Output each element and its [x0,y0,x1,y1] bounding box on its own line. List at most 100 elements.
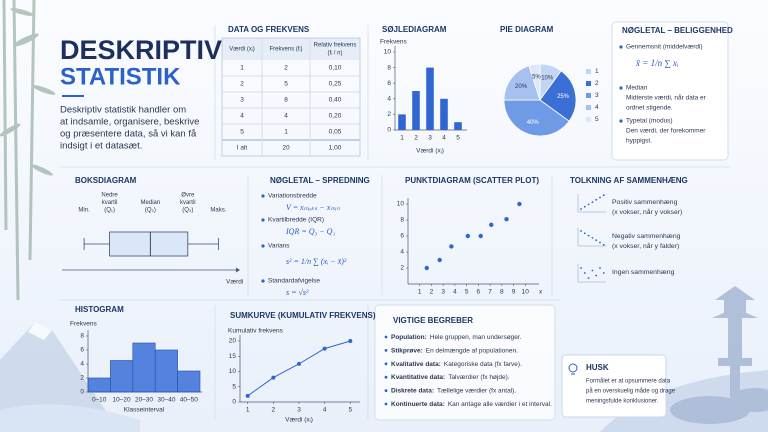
point [348,339,353,343]
point [478,233,483,239]
formula: IQR = Q₃ − Q₁ [285,227,335,236]
bullet [619,45,623,49]
item-text: Ingen sammenhæng [612,269,675,276]
concept-term: Stikprøve: [391,347,423,354]
table-cell: 20 [282,145,290,152]
table-cell: 0,10 [329,65,342,72]
dividers [60,25,730,420]
x-tick-label: 2 [414,135,418,142]
table-cell: 4 [284,113,288,120]
concept-text: Tællelige værdier (fx antal). [437,387,516,394]
intro-text: at indsamle, organisere, beskrive [60,117,199,128]
bullet [384,375,388,379]
bar [440,98,448,130]
x-tick-label: 9 [512,289,516,296]
legend-swatch [586,93,591,98]
item-text: ordnet stigende. [626,105,673,112]
y-tick-label: 20 [229,338,237,345]
x-axis-label: Værdi (xᵢ) [285,417,313,424]
point [245,393,250,398]
x-axis-label: Værdi (xᵢ) [416,148,444,155]
x-tick-label: 30–40 [157,397,175,404]
point [271,375,276,380]
box-label: kvartil [180,200,196,206]
y-tick-label: 6 [80,347,84,354]
y-tick-label: 10 [229,368,237,375]
y-tick-label: 0 [387,127,391,134]
table-cell: 8 [284,97,288,104]
y-tick-label: 4 [80,361,84,368]
y-tick-label: 15 [229,353,237,360]
table-cell: 5 [240,129,244,136]
mini-dot [583,232,586,235]
y-tick-label: 0 [80,389,84,396]
x-tick-label: 3 [297,407,301,414]
x-tick-label: 3 [428,135,432,142]
item-name: Median [626,85,648,92]
bullet [261,194,265,198]
mini-dot [583,272,586,274]
x-axis-label: x [539,289,543,296]
point [424,265,429,271]
y-tick-label: 4 [387,96,391,103]
mini-dot [591,269,594,272]
box-label: Maks. [210,208,226,214]
bullet [261,279,265,283]
box-label: (Q₃) [182,208,193,214]
chart-title: BOKSDIAGRAM [75,176,137,185]
note-text: Formålet er at opsummere data [586,378,671,385]
chart-title: SUMKURVE (KUMULATIV FREKVENS) [230,311,376,320]
x-tick-label: 40–50 [180,397,198,404]
mini-scatter-icon [577,194,606,213]
y-tick-label: 0 [232,399,236,406]
y-tick-label: 2 [80,375,84,382]
mini-dot [595,239,598,242]
x-tick-label: 5 [348,407,352,414]
y-tick-label: 8 [400,217,404,224]
mini-dot [602,272,605,274]
y-tick-label: 2 [400,265,404,272]
point [437,257,442,263]
item-name: Standardafvigelse [268,278,320,285]
box-label: Nedre [101,193,118,199]
box-label: (Q₂) [145,208,156,214]
table-cell: 1,00 [329,145,342,152]
note-panel [561,354,667,418]
formula: x̄ = 1/n ∑ xᵢ [635,58,679,68]
formula: s² = 1/n ∑ (xᵢ − x̄)² [286,257,347,266]
x-tick-label: 4 [442,135,446,142]
table-cell: 0,05 [329,129,342,136]
x-tick-label: 1 [246,407,250,414]
point [517,201,522,207]
mini-dot [599,267,601,269]
mini-dot [595,274,598,277]
column-header: Værdi (xᵢ) [229,47,255,53]
main-title: STATISTIK [60,63,181,90]
y-tick-label: 8 [387,64,391,71]
mini-dot [587,234,590,237]
y-tick-label: 10 [397,201,405,208]
y-tick-label: 8 [80,333,84,340]
bar [177,370,201,393]
concept-text: Kan antage alle værdier i et interval. [448,401,552,408]
legend-label: 5 [595,116,599,123]
note-text: på en overskuelig måde og drage [586,388,676,395]
mini-dot [580,208,582,210]
pie-slice [503,99,570,137]
pie-slice [528,63,541,101]
y-tick-label: 6 [400,233,404,240]
item-text: (x vokser, når y vokser) [612,208,682,216]
slice-label: 40% [527,120,540,126]
point [489,222,494,227]
legend-swatch [586,81,591,86]
table-cell: I alt [237,145,248,152]
table-cell: 4 [240,113,244,120]
bar [132,342,156,393]
bullet [261,244,265,248]
column-header: (fᵢ / n) [328,51,343,57]
bullet [384,362,388,366]
x-tick-label: 8 [500,289,504,296]
x-tick-label: 6 [477,289,481,296]
table-cell: 0,25 [329,81,342,88]
